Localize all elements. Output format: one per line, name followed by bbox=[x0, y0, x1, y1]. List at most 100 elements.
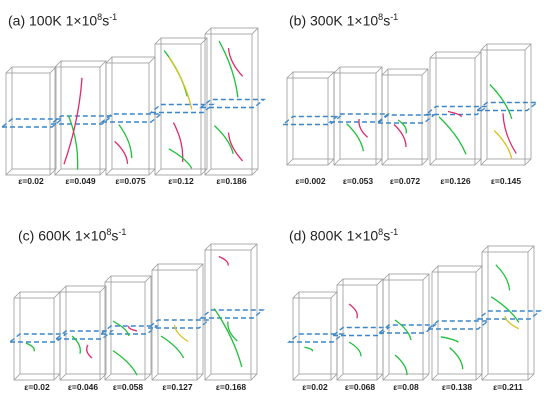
strain-label: ε=0.12 bbox=[168, 176, 194, 186]
rate-unit: s bbox=[111, 227, 119, 244]
box-front-face bbox=[480, 49, 526, 166]
strain-label: ε=0.08 bbox=[393, 382, 419, 392]
panel-a: (a) 100K 1×108s-1 ε=0.02 ε=0.049 ε=0.075 ε=… bbox=[0, 0, 275, 195]
box-edge bbox=[330, 291, 338, 299]
box-edge bbox=[59, 285, 67, 293]
simulation-box bbox=[49, 60, 114, 176]
box-back-face bbox=[160, 37, 208, 170]
rate-sep: × bbox=[73, 12, 82, 29]
box-edge bbox=[527, 373, 535, 381]
dislocation-line bbox=[227, 132, 244, 162]
box-edge bbox=[105, 168, 113, 176]
dislocation-line bbox=[163, 50, 188, 97]
rate-sep: × bbox=[82, 227, 91, 244]
strain-label: ε=0.138 bbox=[442, 382, 473, 392]
dislocation-line bbox=[502, 113, 517, 154]
box-back-face bbox=[210, 27, 259, 170]
box-edge bbox=[480, 43, 488, 51]
box-front-face bbox=[204, 33, 253, 176]
temperature: 600K bbox=[38, 227, 71, 244]
box-edge bbox=[375, 158, 383, 166]
cut-plane bbox=[99, 325, 159, 335]
dislocation-line bbox=[447, 110, 463, 118]
dislocation-line bbox=[112, 350, 138, 376]
simulation-box bbox=[0, 66, 64, 176]
strain-label: ε=0.186 bbox=[216, 176, 247, 186]
strain-label: ε=0.127 bbox=[162, 382, 193, 392]
box-edge bbox=[429, 51, 437, 59]
box-edge bbox=[54, 168, 62, 176]
dislocation-line bbox=[440, 336, 459, 343]
cut-plane bbox=[376, 114, 436, 124]
box-back-face bbox=[486, 43, 532, 160]
cut-plane bbox=[54, 330, 114, 340]
panel-label: (a) bbox=[8, 12, 26, 29]
box-edge bbox=[376, 373, 384, 381]
panel-title: (d) 800K 1×108s-1 bbox=[289, 227, 398, 244]
box-edge bbox=[333, 158, 341, 166]
cut-plane bbox=[199, 98, 266, 109]
box-edge bbox=[524, 158, 532, 166]
rate-base: 10 bbox=[90, 227, 107, 244]
rate-unit-exp: -1 bbox=[118, 227, 127, 237]
strain-label: ε=0.075 bbox=[115, 176, 146, 186]
rate-unit-exp: -1 bbox=[109, 12, 118, 22]
box-edge bbox=[429, 158, 437, 166]
rate-mantissa: 1 bbox=[65, 12, 74, 29]
box-edge bbox=[250, 373, 258, 381]
rate-exp: 8 bbox=[378, 12, 384, 22]
dislocation-line bbox=[63, 77, 83, 165]
rate-sep: × bbox=[354, 227, 363, 244]
rate-unit: s bbox=[102, 12, 110, 29]
box-front-face bbox=[204, 249, 252, 381]
dislocation-line bbox=[67, 115, 79, 170]
strain-label: ε=0.126 bbox=[440, 176, 471, 186]
box-edge bbox=[53, 373, 61, 381]
box-edge bbox=[151, 373, 159, 381]
simulation-box bbox=[475, 43, 539, 166]
dislocation-line bbox=[449, 347, 464, 370]
box-edge bbox=[99, 60, 107, 68]
box-edge bbox=[381, 68, 389, 76]
cut-plane bbox=[424, 105, 489, 116]
cut-plane bbox=[0, 118, 64, 128]
cut-plane bbox=[199, 309, 265, 319]
cut-plane bbox=[476, 310, 542, 320]
dislocation-line bbox=[118, 124, 133, 159]
box-edge bbox=[148, 56, 156, 64]
strain-label: ε=0.049 bbox=[65, 176, 96, 186]
rate-exp: 8 bbox=[378, 227, 384, 237]
box-edge bbox=[204, 243, 212, 251]
box-edge bbox=[151, 263, 159, 271]
strain-label: ε=0.053 bbox=[343, 176, 374, 186]
box-edge bbox=[105, 56, 113, 64]
dislocation-line bbox=[71, 335, 81, 354]
panel-label: (d) bbox=[289, 227, 307, 244]
dislocation-line bbox=[358, 118, 369, 138]
rate-exp: 8 bbox=[106, 227, 112, 237]
cut-plane bbox=[377, 324, 437, 334]
box-back-face bbox=[435, 51, 482, 160]
dislocation-line bbox=[160, 335, 185, 359]
box-edge bbox=[148, 168, 156, 176]
box-edge bbox=[5, 168, 13, 176]
box-edge bbox=[154, 168, 162, 176]
box-edge bbox=[481, 373, 489, 381]
box-edge bbox=[251, 168, 259, 176]
rate-mantissa: 1 bbox=[74, 227, 83, 244]
box-edge bbox=[527, 245, 535, 253]
box-edge bbox=[144, 373, 152, 381]
dislocation-line bbox=[490, 296, 520, 323]
dislocation-line bbox=[86, 344, 93, 359]
simulation-box bbox=[377, 273, 437, 381]
box-edge bbox=[524, 43, 532, 51]
rate-sep: × bbox=[354, 12, 363, 29]
strain-label: ε=0.068 bbox=[345, 382, 376, 392]
boxes-drawing: ε=0.02 ε=0.049 ε=0.075 ε=0.12 ε=0.186 bbox=[0, 27, 266, 186]
rate-exp: 8 bbox=[97, 12, 103, 22]
simulation-box bbox=[426, 265, 490, 381]
box-edge bbox=[104, 275, 112, 283]
dislocation-line bbox=[114, 140, 129, 164]
dislocation-line bbox=[438, 116, 467, 155]
dislocation-line bbox=[128, 325, 138, 332]
